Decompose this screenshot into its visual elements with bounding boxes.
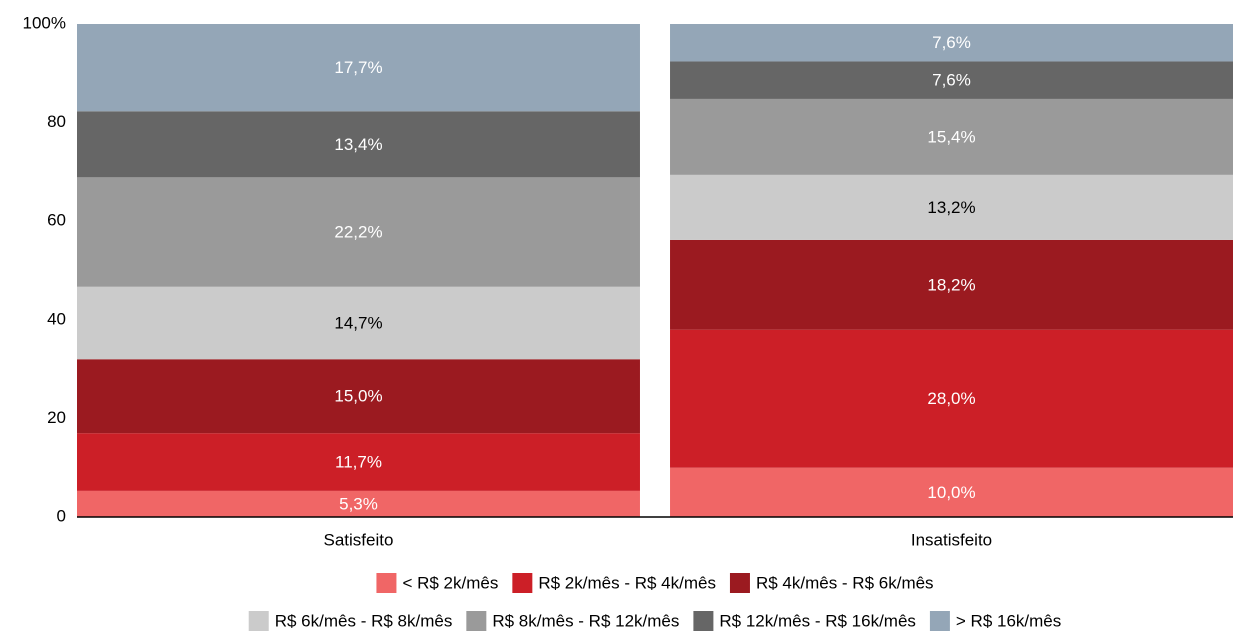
value-label: 22,2% [334,223,382,242]
legend-label: R$ 12k/mês - R$ 16k/mês [719,611,916,630]
value-label: 17,7% [334,58,382,77]
y-tick-label: 80 [47,112,66,131]
bar-segment [77,177,640,287]
legend-swatch [512,573,533,593]
legend-swatch [248,611,269,631]
value-label: 15,0% [334,387,382,406]
value-label: 14,7% [334,313,382,332]
value-label: 15,4% [927,127,975,146]
value-label: 7,6% [932,71,971,90]
bar-segment [670,467,1233,517]
y-tick-label: 20 [47,408,66,427]
x-tick-label: Satisfeito [324,530,394,549]
value-label: 11,7% [335,453,382,472]
bar-segment [77,359,640,434]
legend-label: < R$ 2k/mês [402,573,498,592]
value-label: 28,0% [927,389,975,408]
bar-segment [77,24,640,112]
legend-swatch [376,573,397,593]
legend-swatch [693,611,714,631]
value-label: 13,2% [927,198,975,217]
value-label: 10,0% [927,483,975,502]
x-tick-label: Insatisfeito [911,530,992,549]
bar-segment [77,433,640,491]
bar-segment [670,329,1233,468]
bar-segment [670,61,1233,99]
bar-segment [77,286,640,360]
bar-segment [670,239,1233,330]
legend-label: R$ 6k/mês - R$ 8k/mês [275,611,453,630]
y-tick-label: 100% [23,13,66,32]
legend-label: R$ 2k/mês - R$ 4k/mês [538,573,716,592]
bar-segment [670,174,1233,240]
legend-swatch [466,611,487,631]
bar-segment [670,98,1233,175]
y-tick-label: 40 [47,309,66,328]
y-tick-label: 0 [57,506,66,525]
y-tick-label: 60 [47,211,66,230]
legend-label: > R$ 16k/mês [956,611,1061,630]
legend-label: R$ 4k/mês - R$ 6k/mês [756,573,934,592]
bar-segment [77,490,640,517]
value-label: 13,4% [334,135,382,154]
value-label: 18,2% [927,275,975,294]
legend-label: R$ 8k/mês - R$ 12k/mês [492,611,679,630]
legend-swatch [729,573,750,593]
bar-segment [670,24,1233,62]
value-label: 7,6% [932,33,971,52]
bar-segment [77,111,640,178]
legend-swatch [929,611,950,631]
value-label: 5,3% [339,494,378,513]
